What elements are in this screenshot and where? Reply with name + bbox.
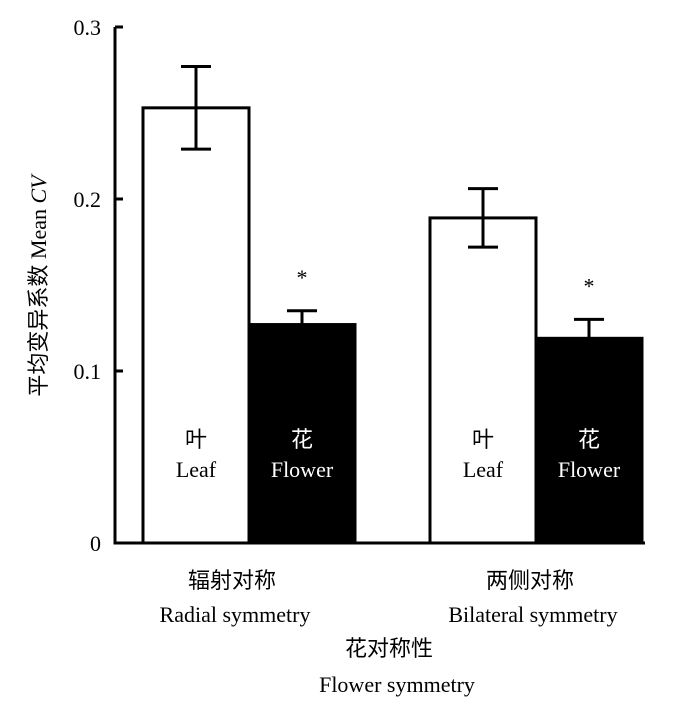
y-tick-label: 0.1 [74, 359, 102, 384]
y-axis-label: 平均变异系数 Mean CV [26, 173, 51, 397]
bar-flower [534, 336, 644, 545]
y-tick-label: 0.3 [74, 15, 102, 40]
x-axis-label-en: Flower symmetry [319, 672, 475, 697]
y-axis-label-en: Mean [26, 209, 51, 259]
x-axis-label-cn: 花对称性 [345, 636, 433, 661]
y-axis-label-cn: 平均变异系数 [26, 265, 51, 397]
bar-label-cn: 叶 [472, 427, 494, 452]
bar-label-cn: 花 [578, 427, 600, 452]
group-label-en: Bilateral symmetry [448, 602, 617, 627]
bar-flower [247, 323, 357, 545]
bar-label-en: Leaf [176, 457, 217, 482]
significance-marker: * [297, 265, 308, 290]
bar-leaf [141, 106, 251, 545]
bar-label-en: Leaf [463, 457, 504, 482]
group-label-cn: 两侧对称 [486, 568, 574, 593]
bar-label-cn: 花 [291, 427, 313, 452]
significance-marker: * [584, 273, 595, 298]
y-tick-label: 0 [90, 531, 101, 556]
y-axis-label-italic: CV [26, 173, 51, 204]
y-tick-label: 0.2 [74, 187, 102, 212]
group-label-cn: 辐射对称 [188, 568, 276, 593]
bar-label-en: Flower [271, 457, 334, 482]
bar-label-en: Flower [558, 457, 621, 482]
y-ticks: 0 0.1 0.2 0.3 [74, 15, 123, 556]
group-labels: 辐射对称 Radial symmetry 两侧对称 Bilateral symmetr… [160, 568, 618, 627]
bars: 叶 Leaf * 花 Flower 叶 Leaf * 花 Flower [141, 65, 644, 545]
bar-label-cn: 叶 [185, 427, 207, 452]
group-label-en: Radial symmetry [160, 602, 311, 627]
bar-leaf [428, 216, 538, 545]
